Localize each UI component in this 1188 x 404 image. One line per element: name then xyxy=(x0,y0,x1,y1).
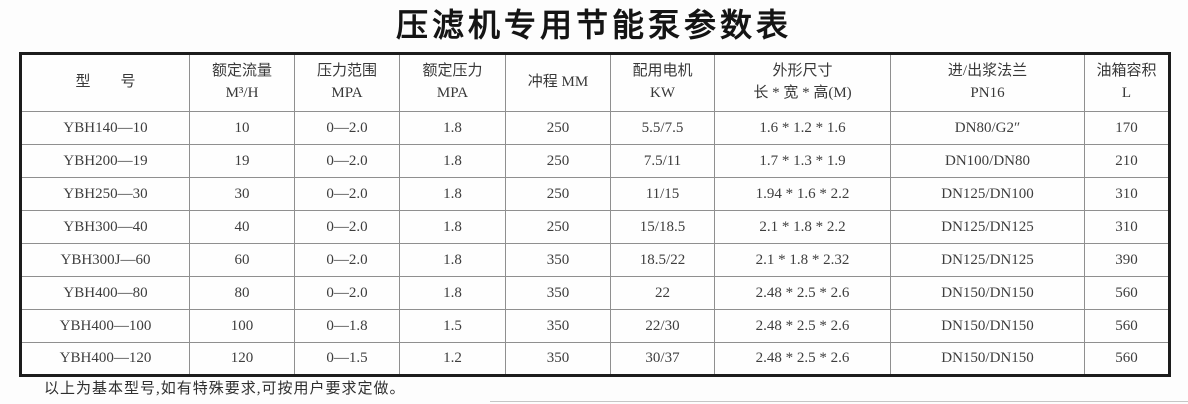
table-cell-pressure-range: 0—1.5 xyxy=(294,342,400,376)
column-header-pressure-range: 压力范围 MPA xyxy=(294,53,400,112)
table-cell-motor: 30/37 xyxy=(610,342,715,376)
column-header-rated-pressure: 额定压力 MPA xyxy=(399,53,506,112)
table-cell-motor: 7.5/11 xyxy=(610,144,715,178)
table-cell-model: YBH250—30 xyxy=(20,177,190,211)
table-row: YBH400—80 80 0—2.0 1.8 350 22 2.48 * 2.5 * 2.6… xyxy=(20,276,1170,310)
table-cell-dimensions: 1.7 * 1.3 * 1.9 xyxy=(714,144,891,178)
table-cell-rated-pressure: 1.8 xyxy=(399,144,506,178)
table-cell-stroke: 350 xyxy=(505,342,611,376)
table-cell-pressure-range: 0—2.0 xyxy=(294,144,400,178)
column-header-dimensions: 外形尺寸长 * 宽 * 高(M) xyxy=(714,53,891,112)
table-cell-model: YBH300—40 xyxy=(20,210,190,244)
table-cell-tank-volume: 560 xyxy=(1084,309,1170,343)
column-header-model: 型 号 xyxy=(20,53,190,112)
table-cell-rated-flow: 60 xyxy=(189,243,295,277)
table-cell-motor: 15/18.5 xyxy=(610,210,715,244)
table-cell-motor: 11/15 xyxy=(610,177,715,211)
table-cell-stroke: 250 xyxy=(505,111,611,145)
table-cell-rated-pressure: 1.8 xyxy=(399,111,506,145)
table-cell-motor: 18.5/22 xyxy=(610,243,715,277)
table-cell-rated-flow: 80 xyxy=(189,276,295,310)
table-cell-tank-volume: 560 xyxy=(1084,276,1170,310)
page-title: 压滤机专用节能泵参数表 xyxy=(395,7,792,43)
table-cell-dimensions: 2.48 * 2.5 * 2.6 xyxy=(714,309,891,343)
table-cell-rated-flow: 30 xyxy=(189,177,295,211)
table-cell-rated-flow: 10 xyxy=(189,111,295,145)
table-cell-flange: DN125/DN125 xyxy=(890,210,1085,244)
pump-parameter-table: 型 号额定流量 M³/H 压力范围 MPA 额定压力 MPA 冲程 MM 配用电机 KW 外形尺寸… xyxy=(19,52,1171,377)
scan-edge-line xyxy=(490,401,1188,402)
table-cell-pressure-range: 0—2.0 xyxy=(294,276,400,310)
table-row: YBH140—10 10 0—2.0 1.8 250 5.5/7.5 1.6 * 1.2 *… xyxy=(20,111,1170,145)
table-cell-stroke: 250 xyxy=(505,177,611,211)
table-cell-flange: DN80/G2″ xyxy=(890,111,1085,145)
table-cell-motor: 22 xyxy=(610,276,715,310)
table-cell-pressure-range: 0—2.0 xyxy=(294,243,400,277)
table-cell-flange: DN125/DN125 xyxy=(890,243,1085,277)
table-cell-dimensions: 1.6 * 1.2 * 1.6 xyxy=(714,111,891,145)
table-cell-rated-pressure: 1.5 xyxy=(399,309,506,343)
table-cell-model: YBH140—10 xyxy=(20,111,190,145)
table-cell-stroke: 350 xyxy=(505,243,611,277)
table-cell-dimensions: 2.1 * 1.8 * 2.2 xyxy=(714,210,891,244)
table-cell-rated-flow: 40 xyxy=(189,210,295,244)
table-row: YBH300J—60 60 0—2.0 1.8 350 18.5/22 2.1 * 1.8 … xyxy=(20,243,1170,277)
column-header-rated-flow: 额定流量 M³/H xyxy=(189,53,295,112)
table-cell-tank-volume: 310 xyxy=(1084,210,1170,244)
table-cell-stroke: 350 xyxy=(505,276,611,310)
table-cell-model: YBH400—100 xyxy=(20,309,190,343)
table-cell-pressure-range: 0—2.0 xyxy=(294,177,400,211)
header-row: 型 号额定流量 M³/H 压力范围 MPA 额定压力 MPA 冲程 MM 配用电机 KW 外形尺寸… xyxy=(20,53,1170,112)
column-header-flange: 进/出浆法兰 PN16 xyxy=(890,53,1085,112)
table-cell-rated-flow: 120 xyxy=(189,342,295,376)
table-cell-dimensions: 2.48 * 2.5 * 2.6 xyxy=(714,342,891,376)
table-cell-rated-pressure: 1.2 xyxy=(399,342,506,376)
table-row: YBH400—100 100 0—1.8 1.5 350 22/30 2.48 * 2.5 … xyxy=(20,309,1170,343)
table-cell-rated-flow: 19 xyxy=(189,144,295,178)
table-cell-motor: 5.5/7.5 xyxy=(610,111,715,145)
table-row: YBH250—30 30 0—2.0 1.8 250 11/15 1.94 * 1.6 * … xyxy=(20,177,1170,211)
table-row: YBH400—120 120 0—1.5 1.2 350 30/37 2.48 * 2.5 … xyxy=(20,342,1170,376)
table-cell-stroke: 250 xyxy=(505,144,611,178)
table-cell-flange: DN150/DN150 xyxy=(890,276,1085,310)
table-cell-stroke: 250 xyxy=(505,210,611,244)
table-cell-model: YBH400—80 xyxy=(20,276,190,310)
table-cell-flange: DN150/DN150 xyxy=(890,309,1085,343)
table-cell-rated-pressure: 1.8 xyxy=(399,276,506,310)
table-cell-dimensions: 2.1 * 1.8 * 2.32 xyxy=(714,243,891,277)
column-header-stroke: 冲程 MM xyxy=(505,53,611,112)
table-cell-pressure-range: 0—2.0 xyxy=(294,210,400,244)
table-row: YBH200—19 19 0—2.0 1.8 250 7.5/11 1.7 * 1.3 * … xyxy=(20,144,1170,178)
table-cell-rated-pressure: 1.8 xyxy=(399,210,506,244)
table-cell-dimensions: 2.48 * 2.5 * 2.6 xyxy=(714,276,891,310)
table-cell-rated-pressure: 1.8 xyxy=(399,243,506,277)
table-cell-tank-volume: 170 xyxy=(1084,111,1170,145)
table-cell-pressure-range: 0—2.0 xyxy=(294,111,400,145)
table-body: YBH140—10 10 0—2.0 1.8 250 5.5/7.5 1.6 * 1.2 *… xyxy=(20,111,1170,376)
table-cell-rated-pressure: 1.8 xyxy=(399,177,506,211)
table-cell-rated-flow: 100 xyxy=(189,309,295,343)
table-cell-dimensions: 1.94 * 1.6 * 2.2 xyxy=(714,177,891,211)
table-cell-tank-volume: 560 xyxy=(1084,342,1170,376)
table-cell-stroke: 350 xyxy=(505,309,611,343)
footnote: 以上为基本型号,如有特殊要求,可按用户要求定做。 xyxy=(44,381,406,397)
table-cell-tank-volume: 210 xyxy=(1084,144,1170,178)
table-cell-flange: DN100/DN80 xyxy=(890,144,1085,178)
column-header-tank-volume: 油箱容积 L xyxy=(1084,53,1170,112)
table-cell-tank-volume: 310 xyxy=(1084,177,1170,211)
column-header-motor: 配用电机 KW xyxy=(610,53,715,112)
table-cell-model: YBH300J—60 xyxy=(20,243,190,277)
table-cell-model: YBH200—19 xyxy=(20,144,190,178)
table-cell-tank-volume: 390 xyxy=(1084,243,1170,277)
table-cell-pressure-range: 0—1.8 xyxy=(294,309,400,343)
table-cell-flange: DN125/DN100 xyxy=(890,177,1085,211)
table-cell-motor: 22/30 xyxy=(610,309,715,343)
table-row: YBH300—40 40 0—2.0 1.8 250 15/18.5 2.1 * 1.8 *… xyxy=(20,210,1170,244)
table-cell-flange: DN150/DN150 xyxy=(890,342,1085,376)
table-cell-model: YBH400—120 xyxy=(20,342,190,376)
